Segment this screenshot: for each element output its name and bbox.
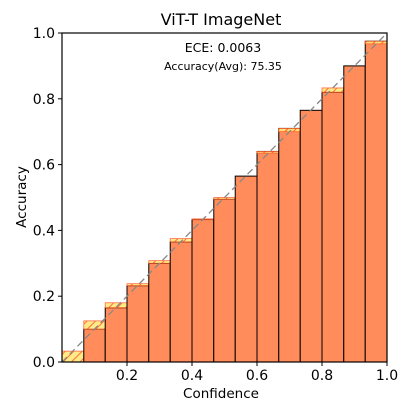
y-tick-label: 0.8 (33, 92, 55, 108)
accuracy-bar-3 (104, 307, 128, 363)
y-tick-label: 0.6 (33, 158, 55, 174)
plot-frame (61, 32, 388, 363)
x-tick-label: 1.0 (376, 368, 398, 384)
accuracy-bar-14 (343, 65, 366, 363)
y-tick-label: 0.2 (33, 289, 55, 305)
y-tick-label: 0.4 (33, 223, 55, 239)
ece-annotation: ECE: 0.0063 (185, 40, 261, 55)
accuracy-bar-13 (321, 91, 345, 363)
perfect-calibration-line (61, 32, 388, 363)
accuracy-bar-6 (169, 241, 193, 363)
accuracy-bar-11 (278, 127, 301, 363)
y-axis-ticks: 0.0 0.2 0.4 0.6 0.8 1.0 (33, 26, 62, 371)
x-tick-label: 0.2 (116, 368, 138, 384)
x-tick-label: 0.6 (246, 368, 268, 384)
calibration-gap-5 (148, 260, 171, 264)
calibration-gap-13 (321, 87, 345, 93)
accuracy-bar-5 (148, 262, 171, 363)
accuracy-annotation: Accuracy(Avg): 75.35 (164, 60, 282, 73)
accuracy-bar-9 (234, 175, 258, 363)
calibration-gap-1 (61, 350, 85, 363)
accuracy-bar-8 (213, 198, 236, 363)
x-axis-ticks: 0.2 0.4 0.6 0.8 1.0 (116, 362, 398, 384)
calibration-gap-4 (126, 283, 150, 287)
calibration-gap-10 (256, 151, 280, 154)
accuracy-bar-12 (299, 109, 323, 363)
accuracy-bar-7 (191, 219, 215, 363)
x-axis-label: Confidence (183, 386, 259, 402)
y-tick-label: 1.0 (33, 26, 55, 42)
accuracy-bar-2 (83, 328, 106, 363)
bars-layer (61, 40, 388, 363)
accuracy-bar-4 (126, 285, 150, 363)
y-axis-label: Accuracy (14, 166, 30, 228)
chart-title: ViT-T ImageNet (161, 10, 282, 29)
x-tick-label: 0.4 (181, 368, 203, 384)
y-tick-label: 0.0 (33, 355, 55, 371)
accuracy-bar-15 (364, 40, 388, 363)
accuracy-bar-10 (256, 150, 280, 363)
x-tick-label: 0.8 (311, 368, 333, 384)
calibration-gap-15 (364, 40, 388, 45)
